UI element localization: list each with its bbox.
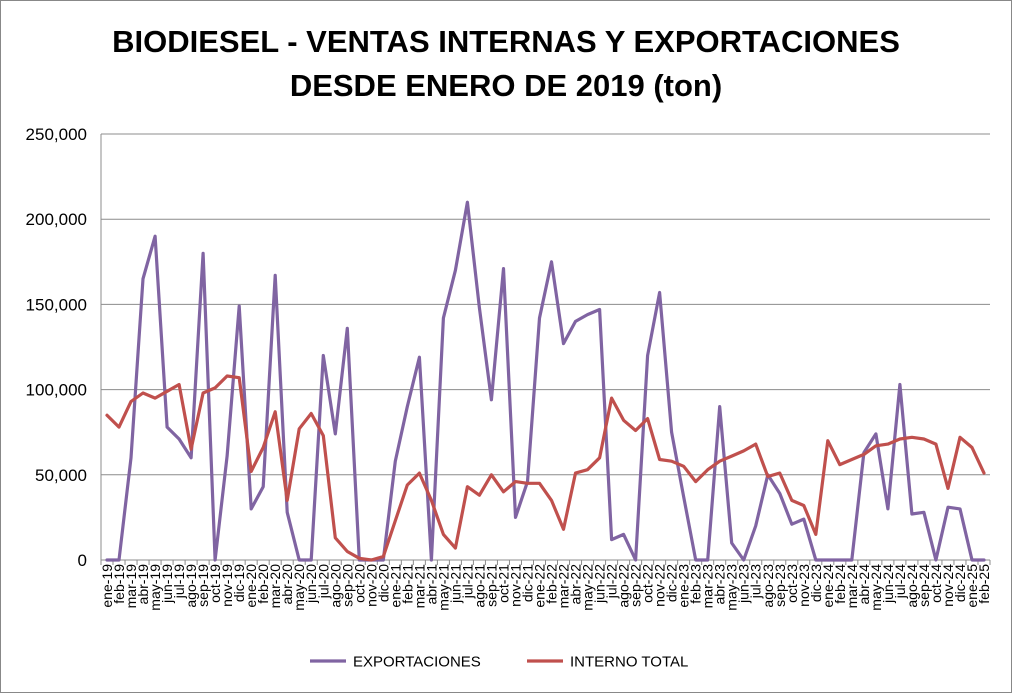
x-tick-label: oct-24 bbox=[928, 564, 944, 603]
x-tick-label: jun-21 bbox=[447, 564, 463, 604]
x-tick-label: ago-21 bbox=[471, 564, 487, 608]
x-tick-label: ago-20 bbox=[327, 564, 343, 608]
x-tick-label: nov-23 bbox=[796, 564, 812, 607]
y-tick-label: 100,000 bbox=[26, 381, 87, 400]
x-tick-label: ene-21 bbox=[387, 564, 403, 608]
y-tick-label: 50,000 bbox=[35, 466, 87, 485]
x-tick-label: may-20 bbox=[291, 564, 307, 611]
x-tick-label: jun-23 bbox=[736, 564, 752, 604]
x-tick-label: ene-19 bbox=[99, 564, 115, 608]
x-tick-label: sep-23 bbox=[772, 564, 788, 607]
x-tick-label: dic-22 bbox=[664, 564, 680, 602]
x-tick-label: may-21 bbox=[435, 564, 451, 611]
legend-label-2: INTERNO TOTAL bbox=[570, 654, 688, 671]
x-tick-label: mar-21 bbox=[411, 564, 427, 609]
x-tick-label: mar-23 bbox=[700, 564, 716, 609]
x-tick-label: sep-19 bbox=[195, 564, 211, 607]
x-tick-label: feb-20 bbox=[255, 564, 271, 604]
x-tick-label: ene-22 bbox=[531, 564, 547, 608]
x-tick-label: ago-19 bbox=[183, 564, 199, 608]
x-tick-label: jul-19 bbox=[171, 564, 187, 599]
x-tick-label: feb-24 bbox=[832, 564, 848, 604]
x-tick-label: nov-22 bbox=[652, 564, 668, 607]
x-tick-label: mar-19 bbox=[123, 564, 139, 609]
x-tick-label: feb-23 bbox=[688, 564, 704, 604]
x-tick-label: mar-22 bbox=[556, 564, 572, 609]
x-tick-label: mar-24 bbox=[844, 564, 860, 609]
x-tick-label: sep-24 bbox=[916, 564, 932, 607]
x-tick-label: sep-21 bbox=[483, 564, 499, 607]
x-tick-label: abr-22 bbox=[568, 564, 584, 605]
x-tick-label: feb-22 bbox=[544, 564, 560, 604]
x-tick-label: jun-22 bbox=[592, 564, 608, 604]
x-tick-label: nov-20 bbox=[363, 564, 379, 607]
legend-label-1: EXPORTACIONES bbox=[353, 654, 481, 671]
x-tick-label: ago-22 bbox=[616, 564, 632, 608]
x-tick-label: jun-24 bbox=[880, 564, 896, 604]
x-tick-label: feb-25 bbox=[976, 564, 992, 604]
x-tick-label: dic-24 bbox=[952, 564, 968, 602]
x-tick-label: may-19 bbox=[147, 564, 163, 611]
x-tick-label: nov-24 bbox=[940, 564, 956, 607]
series-line-2 bbox=[105, 374, 986, 562]
x-tick-label: abr-23 bbox=[712, 564, 728, 605]
x-tick-label: oct-19 bbox=[207, 564, 223, 603]
x-tick-label: jul-21 bbox=[459, 564, 475, 599]
y-tick-label: 200,000 bbox=[26, 210, 87, 229]
x-tick-label: oct-20 bbox=[351, 564, 367, 603]
y-tick-label: 250,000 bbox=[26, 125, 87, 144]
x-tick-label: dic-23 bbox=[808, 564, 824, 602]
chart-title-line2: DESDE ENERO DE 2019 (ton) bbox=[289, 68, 723, 103]
x-tick-label: ago-23 bbox=[760, 564, 776, 608]
x-tick-label: abr-21 bbox=[423, 564, 439, 605]
chart-title: BIODIESEL - VENTAS INTERNAS Y EXPORTACIO… bbox=[0, 20, 1012, 108]
x-tick-label: feb-19 bbox=[111, 564, 127, 604]
x-tick-label: ago-24 bbox=[904, 564, 920, 608]
x-tick-label: nov-21 bbox=[507, 564, 523, 607]
x-tick-label: jun-19 bbox=[159, 564, 175, 604]
x-tick-label: ene-20 bbox=[243, 564, 259, 608]
x-tick-label: may-24 bbox=[868, 564, 884, 611]
x-tick-label: dic-21 bbox=[519, 564, 535, 602]
series-line-1 bbox=[105, 200, 986, 562]
x-tick-label: dic-20 bbox=[375, 564, 391, 602]
x-tick-label: mar-20 bbox=[267, 564, 283, 609]
x-tick-label: abr-20 bbox=[279, 564, 295, 605]
x-tick-label: jul-22 bbox=[604, 564, 620, 599]
x-tick-label: dic-19 bbox=[231, 564, 247, 602]
x-tick-label: feb-21 bbox=[399, 564, 415, 604]
x-tick-label: jun-20 bbox=[303, 564, 319, 604]
x-tick-label: oct-22 bbox=[640, 564, 656, 603]
x-tick-label: ene-24 bbox=[820, 564, 836, 608]
y-tick-label: 150,000 bbox=[26, 295, 87, 314]
x-tick-label: ene-25 bbox=[964, 564, 980, 608]
chart-title-line1: BIODIESEL - VENTAS INTERNAS Y EXPORTACIO… bbox=[112, 24, 900, 59]
x-tick-label: sep-22 bbox=[628, 564, 644, 607]
x-tick-label: jul-24 bbox=[892, 564, 908, 599]
x-tick-label: nov-19 bbox=[219, 564, 235, 607]
x-tick-label: abr-24 bbox=[856, 564, 872, 605]
y-tick-label: 0 bbox=[78, 551, 87, 570]
x-tick-label: may-23 bbox=[724, 564, 740, 611]
x-tick-label: may-22 bbox=[580, 564, 596, 611]
x-tick-label: jul-20 bbox=[315, 564, 331, 599]
x-tick-label: oct-21 bbox=[495, 564, 511, 603]
x-tick-label: ene-23 bbox=[676, 564, 692, 608]
x-tick-label: abr-19 bbox=[135, 564, 151, 605]
x-tick-label: sep-20 bbox=[339, 564, 355, 607]
x-tick-label: jul-23 bbox=[748, 564, 764, 599]
x-tick-label: oct-23 bbox=[784, 564, 800, 603]
